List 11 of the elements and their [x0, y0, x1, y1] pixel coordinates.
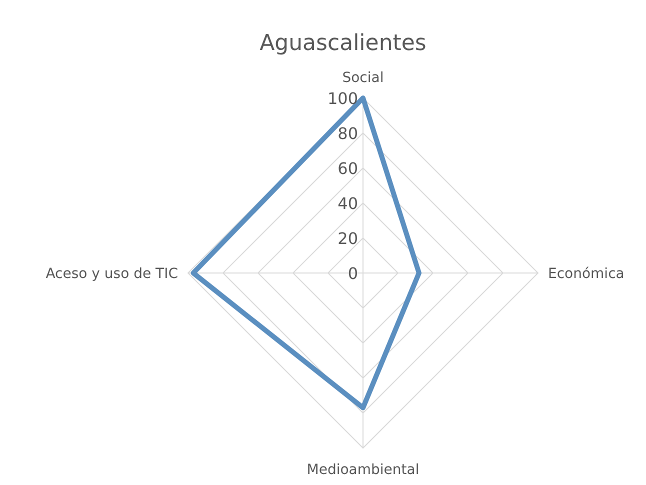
chart-title: Aguascalientes — [260, 31, 426, 56]
spoke-label: Económica — [548, 266, 624, 282]
y-tick-label: 20 — [338, 229, 358, 248]
y-tick-label: 80 — [338, 124, 358, 143]
y-tick-label: 40 — [338, 194, 358, 213]
y-tick-label: 0 — [348, 264, 358, 283]
spoke-label: Social — [342, 70, 384, 86]
spoke-label: Aceso y uso de TIC — [46, 266, 178, 282]
spoke-label: Medioambiental — [306, 462, 420, 478]
y-tick-label: 60 — [338, 159, 358, 178]
y-tick-label: 100 — [327, 89, 358, 108]
